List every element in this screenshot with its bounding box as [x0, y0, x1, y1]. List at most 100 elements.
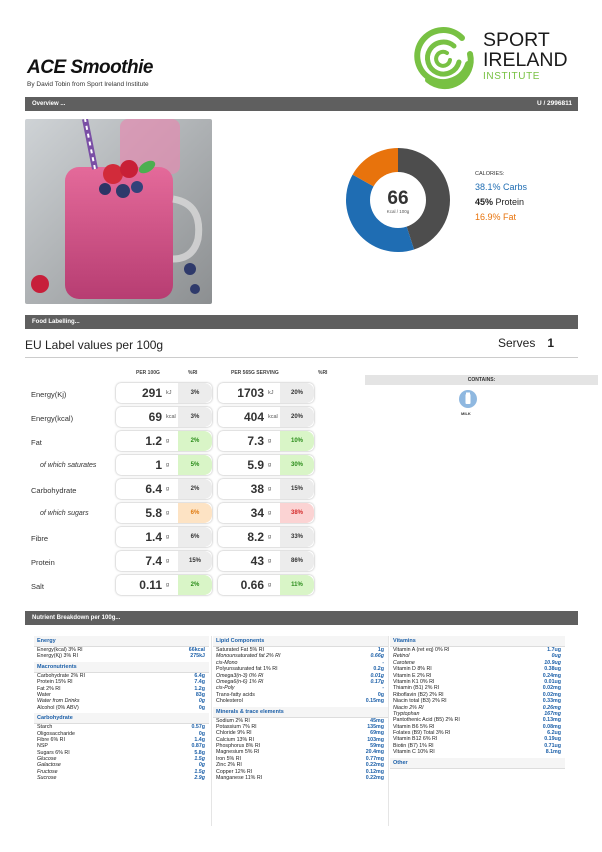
- breakdown-row-value: 0.26mg: [542, 704, 561, 711]
- breakdown-row-value: 0g: [198, 730, 205, 737]
- ri-percent: 15%: [178, 551, 212, 571]
- value-unit: g: [166, 462, 170, 468]
- breakdown-section-heading: Vitamins: [390, 636, 565, 647]
- value-number: 6.4: [145, 482, 162, 496]
- breakdown-row-value: -: [382, 659, 384, 666]
- protein-pct: 45%: [475, 197, 494, 207]
- serves-value: 1: [547, 336, 555, 350]
- nutrient-value-perserving: 404 kcal 20%: [218, 407, 314, 427]
- col-ri2: %RI: [318, 370, 328, 376]
- breakdown-row-label: Iron 5% RI: [216, 755, 242, 762]
- breakdown-row: Tryptophan 167mg: [390, 711, 565, 717]
- breakdown-row-value: 0.77mg: [365, 755, 384, 762]
- value-number: 404: [243, 410, 264, 424]
- breakdown-row-value: 0.01ug: [544, 678, 561, 685]
- value-unit: kJ: [166, 390, 172, 396]
- breakdown-row: Water from Drinks 0g: [34, 698, 209, 704]
- nutrient-value-perserving: 34 g 38%: [218, 503, 314, 523]
- nutrient-label: of which sugars: [40, 510, 89, 517]
- breakdown-section-heading: Macronutrients: [34, 661, 209, 673]
- breakdown-row-value: 10.9ug: [544, 659, 561, 666]
- breakdown-row-value: 0.13mg: [542, 717, 561, 724]
- breakdown-row-label: Sucrose: [37, 775, 57, 782]
- breakdown-row: Fibre 6% RI 1.4g: [34, 737, 209, 743]
- overview-bar[interactable]: Overview ... U / 2996811: [25, 97, 578, 111]
- nutrient-value-per100: 1.4 g 6%: [116, 527, 212, 547]
- breakdown-row-label: Omega6(n-6) 1% RI: [216, 678, 264, 685]
- overview-label: Overview ...: [32, 101, 66, 107]
- breakdown-row-value: 1g: [377, 647, 384, 653]
- breakdown-row-label: NSP: [37, 743, 48, 750]
- value-unit: g: [268, 558, 272, 564]
- nutrient-breakdown-bar[interactable]: Nutrient Breakdown per 100g...: [25, 611, 578, 625]
- breakdown-row-label: Niacin 2% RI: [393, 704, 424, 711]
- nutrient-value-per100: 0.11 g 2%: [116, 575, 212, 595]
- breakdown-row-label: Niacin total (B3) 2% RI: [393, 698, 447, 705]
- breakdown-row-label: Galactose: [37, 762, 61, 769]
- col-ri1: %RI: [188, 370, 198, 376]
- breakdown-row-value: 0.15mg: [365, 698, 384, 705]
- nutrient-value-perserving: 0.66 g 11%: [218, 575, 314, 595]
- breakdown-row-label: Carbohydrate 2% RI: [37, 672, 85, 679]
- breakdown-row-value: 0.87g: [191, 743, 205, 750]
- breakdown-row: NSP 0.87g: [34, 743, 209, 749]
- value-number: 0.11: [139, 578, 162, 592]
- breakdown-row-value: 1.4g: [194, 736, 205, 743]
- breakdown-row-value: 275kJ: [190, 653, 205, 660]
- breakdown-row: Vitamin A (ret eq) 0% RI 1.7ug: [390, 647, 565, 653]
- breakdown-label: Nutrient Breakdown per 100g...: [32, 615, 121, 621]
- breakdown-row: Sodium 2% RI 45mg: [213, 718, 388, 724]
- breakdown-row-value: 0g: [198, 698, 205, 705]
- calories-label: CALORIES:: [475, 171, 505, 177]
- breakdown-row-value: 45mg: [370, 717, 384, 724]
- breakdown-row: Phosphorus 8% RI 59mg: [213, 743, 388, 749]
- serves-control[interactable]: Serves 1: [498, 336, 554, 350]
- breakdown-row-value: 2.9g: [194, 775, 205, 782]
- breakdown-row-label: Sodium 2% RI: [216, 717, 250, 724]
- breakdown-row: Energy(Kj) 3% RI 275kJ: [34, 653, 209, 659]
- donut-unit: Kcal / 100g: [387, 209, 410, 214]
- carbs-label: Carbs: [503, 182, 528, 192]
- breakdown-row: Iron 5% RI 0.77mg: [213, 756, 388, 762]
- breakdown-row-value: 1.5g: [194, 756, 205, 763]
- breakdown-row-value: 103mg: [367, 736, 384, 743]
- breakdown-row-label: Riboflavin (B2) 2% RI: [393, 691, 444, 698]
- nutrient-value-perserving: 38 g 15%: [218, 479, 314, 499]
- breakdown-row-label: Vitamin B12 6% RI: [393, 736, 438, 743]
- protein-label: Protein: [495, 197, 525, 207]
- breakdown-row-label: Vitamin C 10% RI: [393, 749, 435, 756]
- value-number: 7.3: [247, 434, 264, 448]
- breakdown-row-value: 5.8g: [194, 749, 205, 756]
- breakdown-row-value: 0.22mg: [365, 775, 384, 782]
- food-labelling-bar[interactable]: Food Labelling...: [25, 315, 578, 329]
- value-unit: kJ: [268, 390, 274, 396]
- value-unit: g: [166, 558, 170, 564]
- col-per100: PER 100G: [136, 370, 160, 376]
- breakdown-row-label: Protein 15% RI: [37, 679, 73, 686]
- breakdown-row-label: Sugars 6% RI: [37, 749, 70, 756]
- breakdown-row-label: Vitamin E 2% RI: [393, 672, 432, 679]
- milk-icon: [459, 390, 477, 408]
- nutrient-value-perserving: 5.9 g 30%: [218, 455, 314, 475]
- serves-label: Serves: [498, 336, 536, 350]
- breakdown-row-label: Starch: [37, 724, 53, 731]
- breakdown-row: Potassium 7% RI 135mg: [213, 724, 388, 730]
- breakdown-row: Vitamin C 10% RI 8.1mg: [390, 749, 565, 755]
- nutrient-label: Carbohydrate: [31, 486, 77, 495]
- breakdown-row-value: 167mg: [544, 710, 561, 717]
- value-number: 1703: [237, 386, 264, 400]
- breakdown-row-label: Polyunsaturated fat 1% RI: [216, 666, 278, 673]
- ri-percent: 20%: [280, 407, 314, 427]
- value-number: 0.66: [240, 578, 264, 592]
- contains-header: CONTAINS:: [365, 375, 598, 385]
- macro-donut-chart: 66 Kcal / 100g: [346, 148, 451, 252]
- breakdown-row-label: cis-Poly: [216, 685, 235, 692]
- breakdown-section-heading: Minerals & trace elements: [213, 706, 388, 718]
- breakdown-row-label: Cholesterol: [216, 698, 243, 705]
- value-number: 1.4: [145, 530, 162, 544]
- nutrient-value-per100: 1.2 g 2%: [116, 431, 212, 451]
- breakdown-row: Cholesterol 0.15mg: [213, 698, 388, 704]
- ri-percent: 38%: [280, 503, 314, 523]
- breakdown-row: Vitamin B12 6% RI 0.19ug: [390, 736, 565, 742]
- breakdown-row-label: Vitamin B6 5% RI: [393, 723, 435, 730]
